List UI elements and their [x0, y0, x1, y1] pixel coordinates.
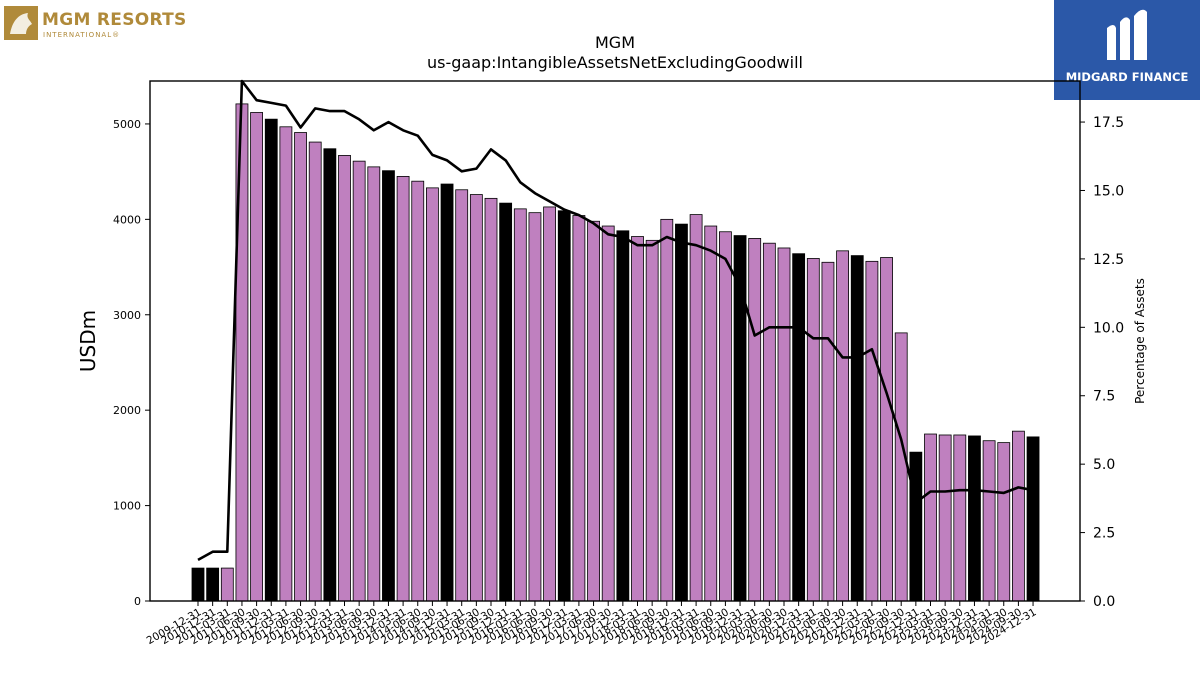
y-tick-label: 1000 [113, 500, 141, 513]
bar [484, 197, 498, 602]
bar [396, 176, 410, 602]
y2-tick-label: 7.5 [1093, 389, 1115, 405]
bar [997, 442, 1011, 602]
bar [440, 183, 454, 602]
bar [352, 160, 366, 602]
bar [528, 212, 542, 602]
bar [279, 126, 293, 602]
bar [968, 435, 981, 602]
y-tick-label: 3000 [113, 309, 141, 322]
bar [953, 434, 967, 602]
y-tick-label: 0 [134, 595, 141, 608]
bar [601, 225, 615, 602]
y2-tick-label: 10.0 [1093, 320, 1124, 336]
bar [557, 210, 571, 602]
bar [308, 141, 322, 602]
brand-right-name: MIDGARD FINANCE [1065, 70, 1189, 84]
bar [631, 236, 644, 602]
bar [938, 434, 952, 602]
bar [689, 214, 703, 602]
y2-tick-label: 5.0 [1093, 457, 1115, 473]
y-axis-label: USDm [76, 310, 100, 372]
bar [675, 223, 688, 602]
percentage-line [197, 79, 1034, 562]
chart-title: MGM [595, 33, 635, 52]
bar [909, 451, 923, 602]
bar [294, 132, 307, 602]
plot-frame [149, 80, 1081, 602]
y2-tick-label: 15.0 [1093, 183, 1124, 199]
bar [264, 118, 278, 602]
bar [762, 242, 776, 602]
bar [323, 148, 337, 602]
y2-tick-label: 12.5 [1093, 252, 1124, 268]
bar [513, 208, 527, 602]
bar [338, 155, 351, 602]
bar [748, 238, 762, 602]
bar [850, 255, 864, 602]
bar [382, 170, 395, 602]
bar [777, 247, 791, 602]
bar [1012, 430, 1025, 602]
y2-tick-label: 0.0 [1093, 594, 1115, 610]
bar [220, 567, 234, 602]
bar [894, 332, 908, 602]
bar [206, 567, 220, 602]
y2-axis-label: Percentage of Assets [1133, 278, 1147, 404]
y2-tick-label: 2.5 [1093, 526, 1115, 542]
bar [455, 189, 469, 602]
bar [191, 567, 205, 602]
midgard-finance-logo: MIDGARD FINANCE [1054, 0, 1200, 100]
bar [821, 261, 835, 602]
bar [425, 187, 439, 602]
bar [645, 239, 659, 602]
y-tick-label: 4000 [113, 213, 141, 226]
bar [411, 180, 425, 602]
bar [704, 225, 718, 602]
bar [250, 112, 264, 602]
bar [616, 230, 630, 602]
mgm-lion-emblem-icon [4, 6, 38, 40]
bar [865, 260, 879, 602]
bar [1026, 436, 1040, 602]
bar [499, 202, 513, 602]
bar [660, 218, 674, 602]
y-tick-label: 5000 [113, 118, 141, 131]
chart-subtitle: us-gaap:IntangibleAssetsNetExcludingGood… [427, 53, 803, 72]
bar [792, 253, 806, 602]
bar [572, 215, 586, 602]
bar [367, 166, 381, 602]
bar [719, 231, 732, 602]
bar [880, 257, 893, 602]
mgm-resorts-logo: MGM RESORTS INTERNATIONAL® [4, 4, 194, 44]
y2-tick-label: 17.5 [1093, 115, 1124, 131]
bar [587, 220, 600, 602]
bar [924, 433, 937, 602]
bar [469, 194, 483, 602]
bar [806, 258, 820, 602]
brand-left-sub: INTERNATIONAL® [43, 31, 121, 39]
y-tick-label: 2000 [113, 404, 141, 417]
bar [836, 250, 849, 602]
brand-left-name: MGM RESORTS [42, 10, 187, 30]
bar [543, 206, 556, 602]
midgard-emblem-icon [1107, 9, 1147, 60]
bar [982, 440, 996, 602]
